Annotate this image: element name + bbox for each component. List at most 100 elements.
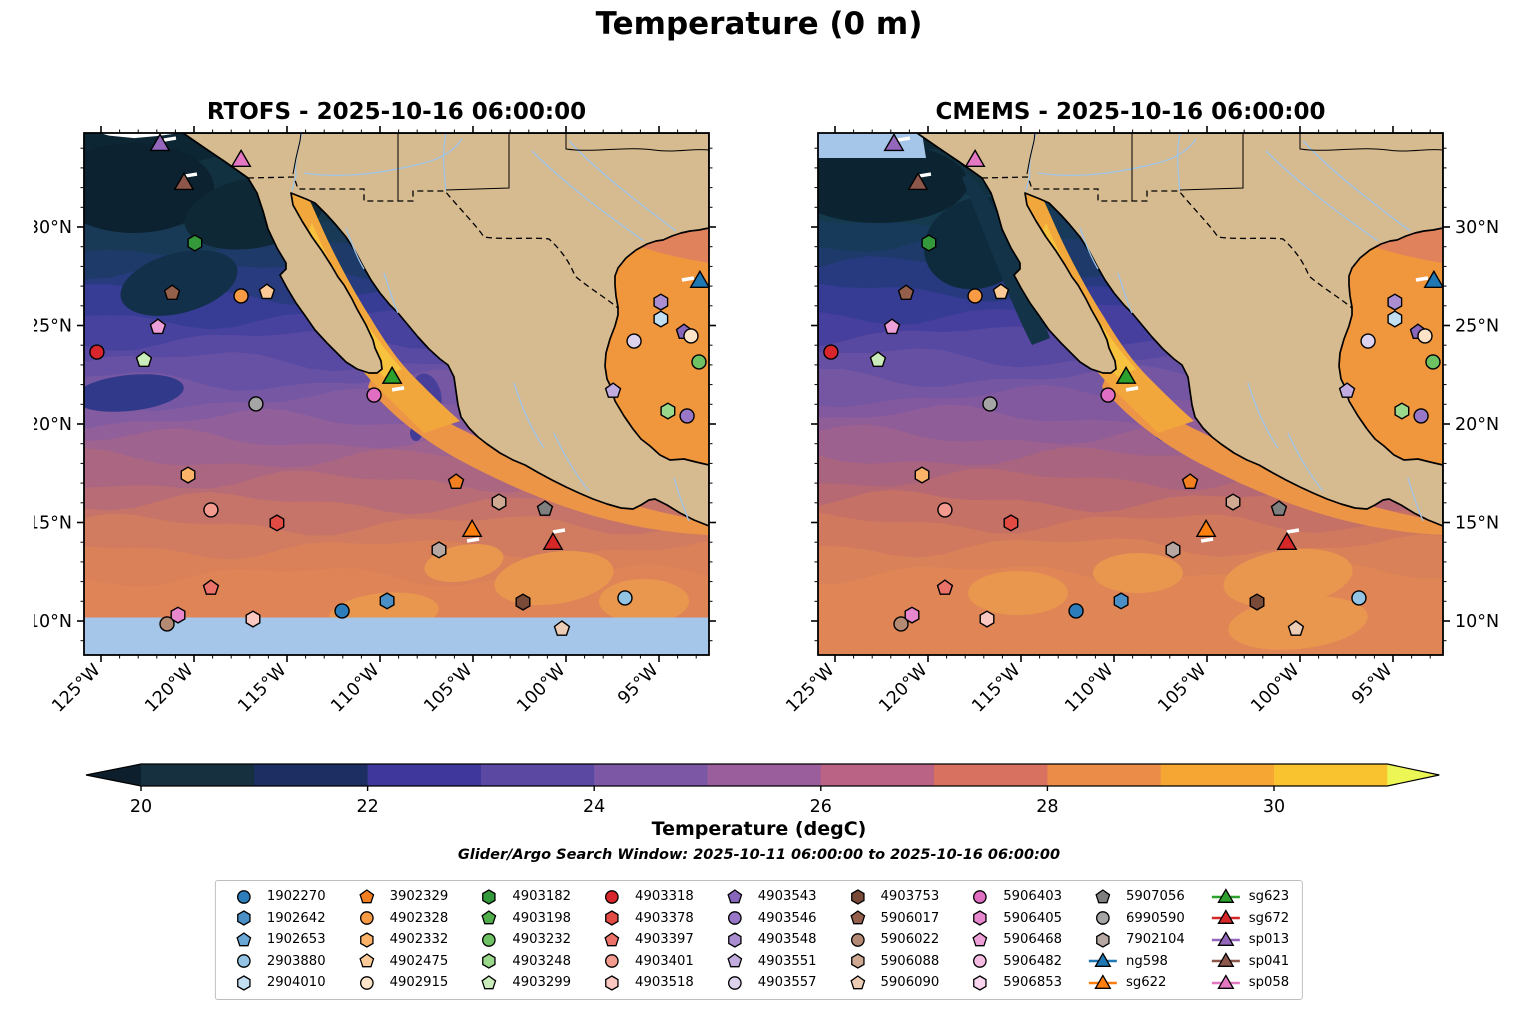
legend-label: 4902915	[389, 975, 449, 991]
legend-glyph	[850, 889, 865, 905]
legend-item-4902915: 4902915	[352, 972, 449, 994]
map-panel-cmems: 125°W 120°W 115°W 110°W 105°W 100°W 95°W 30°N 25…	[782, 126, 1498, 717]
x-tick-label: 115°W	[968, 660, 1024, 716]
x-tick-label: 125°W	[48, 660, 104, 716]
sst-eddy	[1093, 553, 1183, 593]
y-tick-label: 25°N	[34, 317, 72, 337]
circle-marker-icon	[973, 889, 988, 904]
legend-glyph	[973, 910, 988, 926]
no-data-band-north	[818, 133, 926, 158]
legend-label: 4903557	[757, 975, 817, 991]
state-border	[1179, 133, 1244, 191]
float-marker-sp041	[907, 172, 929, 191]
legend-label: 7902104	[1125, 932, 1185, 948]
float-marker-7902104	[431, 541, 447, 559]
float-marker-4903232	[691, 354, 707, 370]
river	[1265, 150, 1379, 242]
float-marker-4903299	[869, 351, 887, 368]
state-border	[1299, 133, 1443, 152]
panel-title-cmems: CMEMS - 2025-10-16 06:00:00	[935, 99, 1326, 125]
hexagon-marker-icon	[973, 975, 988, 991]
hexagon-marker-icon	[237, 910, 251, 926]
triangle-marker-icon	[1211, 909, 1240, 925]
hexagon-marker-icon	[728, 932, 742, 948]
float-marker-sg623	[381, 365, 403, 384]
legend-glyph	[359, 888, 375, 904]
legend-glyph	[482, 953, 497, 969]
legend-label: 4903198	[512, 910, 572, 926]
legend-item-4902332: 4902332	[352, 929, 448, 951]
river	[553, 432, 590, 492]
colorbar-tick-label: 30	[1263, 797, 1285, 817]
pentagon-marker-icon	[1095, 888, 1111, 904]
legend-glyph	[1217, 930, 1235, 946]
colorbar-tick-label: 24	[583, 797, 605, 817]
legend-item-4903232: 4903232	[474, 929, 571, 951]
river	[383, 272, 399, 314]
legend-item-7902104: 7902104	[1088, 929, 1185, 951]
legend-label: 1902270	[266, 889, 326, 905]
float-marker-1902642	[1113, 592, 1129, 610]
plot-frame	[817, 132, 1444, 656]
pentagon-marker-icon	[972, 931, 988, 947]
legend-glyph	[850, 953, 865, 969]
legend-glyph	[727, 911, 742, 926]
legend-item-5906468: 5906468	[965, 929, 1062, 951]
float-marker-5906017	[163, 284, 181, 301]
legend-label: 4902475	[389, 953, 449, 969]
us-mexico-border	[981, 176, 1353, 309]
legend-item-sp041: sp041	[1211, 951, 1289, 973]
colorbar-segment	[934, 764, 1048, 786]
float-marker-5906090	[1287, 620, 1305, 636]
river	[1177, 133, 1181, 192]
legend-glyph	[1096, 932, 1110, 948]
float-marker-3902329	[447, 473, 465, 489]
legend-glyph	[850, 910, 865, 925]
legend-glyph	[850, 974, 865, 990]
triangle-marker-icon	[1088, 952, 1117, 968]
legend-item-2904010: 2904010	[229, 972, 326, 994]
float-marker-4903546	[1413, 408, 1429, 424]
y-tick-label: 30°N	[1455, 218, 1498, 238]
legend-item-4903548: 4903548	[720, 929, 817, 951]
legend-label: sg672	[1248, 910, 1290, 926]
float-marker-5906468	[149, 318, 167, 335]
float-marker-ng598	[689, 269, 709, 289]
float-marker-sp041	[173, 172, 195, 191]
legend-label: 4903401	[635, 953, 694, 969]
x-tick-label: 120°W	[875, 660, 931, 716]
colorbar-segment	[594, 764, 708, 786]
pentagon-marker-icon	[850, 974, 865, 990]
colorbar-segment	[480, 764, 595, 786]
float-marker-4903753	[1249, 593, 1265, 611]
legend-glyph	[1217, 952, 1235, 968]
float-marker-5906022	[893, 616, 909, 632]
float-marker-2903880	[617, 590, 633, 606]
legend-glyph	[605, 954, 619, 969]
legend-label: sp013	[1248, 932, 1290, 948]
glider-track	[1415, 276, 1429, 282]
glider-track	[163, 136, 177, 142]
float-marker-4902475	[258, 283, 276, 300]
y-tick-label: 15°N	[34, 514, 72, 534]
legend-glyph	[727, 888, 743, 904]
legend-label: 5906405	[1003, 910, 1062, 926]
legend-label: 5906090	[880, 975, 940, 991]
pentagon-marker-icon	[359, 953, 375, 968]
legend-label: 2904010	[266, 975, 326, 991]
legend-glyph	[605, 975, 619, 991]
legend-glyph	[359, 932, 374, 948]
float-marker-4903753	[515, 593, 531, 611]
legend-item-4903248: 4903248	[474, 951, 571, 973]
legend-label: 6990590	[1125, 910, 1185, 926]
legend-item-4903397: 4903397	[597, 929, 694, 951]
legend-glyph	[237, 975, 251, 991]
gulf-of-california-warm	[1013, 181, 1194, 433]
float-marker-sp013	[883, 133, 905, 152]
float-marker-4902328	[967, 288, 983, 304]
circle-marker-icon	[605, 954, 619, 969]
circle-marker-icon	[359, 975, 374, 990]
y-tick-label: 20°N	[1455, 415, 1498, 435]
legend-item-1902653: 1902653	[229, 929, 326, 951]
float-marker-5906405	[170, 606, 186, 624]
